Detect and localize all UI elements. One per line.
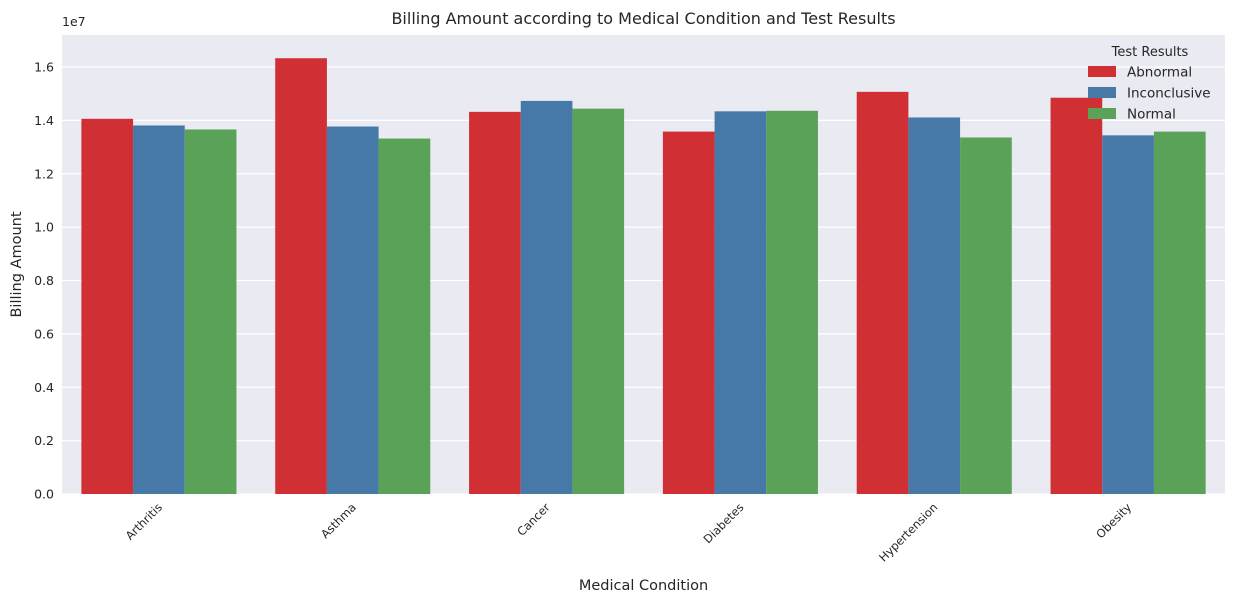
bar-abnormal-cancer	[469, 111, 521, 495]
y-tick-labels: 0.0 0.2 0.4 0.6 0.8 1.0 1.2 1.4 1.6	[34, 60, 54, 502]
bar-normal-cancer	[572, 108, 625, 494]
bar-inconclusive-obesity	[1102, 135, 1154, 494]
bar-normal-arthritis	[184, 129, 237, 494]
bar-inconclusive-arthritis	[133, 125, 185, 494]
x-tick-label: Arthritis	[123, 500, 165, 542]
x-tick-label: Asthma	[318, 500, 359, 541]
bar-abnormal-diabetes	[662, 131, 715, 494]
legend-title: Test Results	[1111, 45, 1189, 60]
legend-label-abnormal: Abnormal	[1127, 65, 1192, 81]
y-tick-label: 1.2	[34, 166, 54, 181]
grid-lines	[62, 66, 1225, 495]
y-tick-label: 0.2	[34, 433, 54, 448]
legend-label-normal: Normal	[1127, 107, 1176, 123]
plot-background	[62, 35, 1225, 494]
legend: Test Results Abnormal Inconclusive Normal	[1088, 45, 1211, 123]
bars	[81, 58, 1206, 495]
x-tick-label: Hypertension	[876, 500, 940, 564]
bar-inconclusive-cancer	[520, 100, 573, 494]
legend-swatch-normal	[1088, 108, 1116, 119]
x-tick-label: Cancer	[514, 500, 553, 539]
y-tick-label: 0.8	[34, 273, 54, 288]
y-tick-label: 0.6	[34, 326, 54, 341]
legend-swatch-abnormal	[1088, 66, 1116, 77]
y-tick-label: 1.6	[34, 60, 54, 75]
y-axis-offset-label: 1e7	[62, 14, 86, 29]
bar-abnormal-hypertension	[856, 91, 909, 494]
bar-normal-hypertension	[960, 137, 1012, 494]
bar-normal-obesity	[1153, 131, 1206, 494]
y-tick-label: 1.0	[34, 220, 54, 235]
bar-inconclusive-hypertension	[908, 117, 961, 494]
x-axis-label: Medical Condition	[579, 578, 708, 594]
y-tick-label: 0.0	[34, 487, 54, 502]
y-tick-label: 1.4	[34, 113, 54, 128]
legend-label-inconclusive: Inconclusive	[1127, 86, 1211, 102]
y-tick-label: 0.4	[34, 380, 54, 395]
x-tick-label: Diabetes	[701, 500, 747, 546]
legend-swatch-inconclusive	[1088, 87, 1116, 98]
bar-abnormal-obesity	[1050, 97, 1103, 494]
bar-normal-asthma	[378, 138, 431, 494]
bar-inconclusive-diabetes	[714, 111, 767, 495]
bar-inconclusive-asthma	[326, 126, 379, 494]
bar-normal-diabetes	[766, 110, 818, 495]
y-axis-label: Billing Amount	[9, 211, 25, 317]
x-tick-labels: Arthritis Asthma Cancer Diabetes Hypertensio…	[123, 500, 1135, 564]
bar-abnormal-asthma	[275, 58, 327, 495]
bar-abnormal-arthritis	[81, 118, 134, 494]
chart-title: Billing Amount according to Medical Cond…	[391, 9, 895, 28]
x-tick-label: Obesity	[1093, 500, 1134, 541]
